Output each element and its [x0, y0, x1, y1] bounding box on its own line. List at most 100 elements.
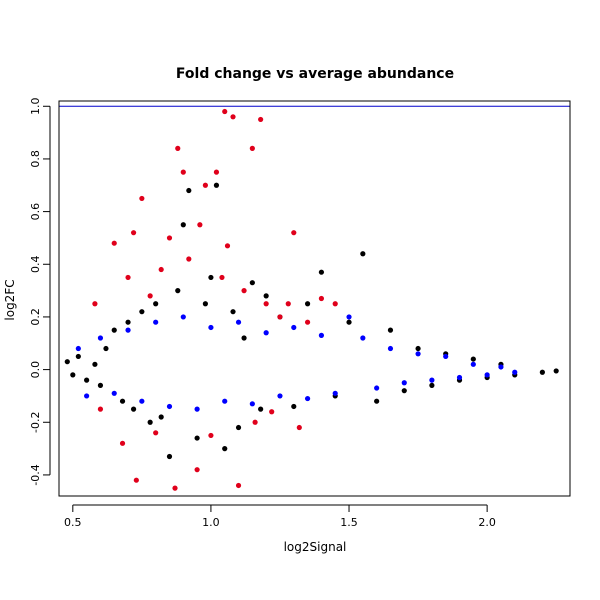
data-point	[258, 116, 264, 123]
data-point	[235, 482, 242, 489]
data-point	[553, 368, 559, 374]
x-tick-label: 1.0	[202, 516, 220, 529]
data-point	[235, 319, 242, 325]
data-point	[194, 435, 200, 441]
data-point	[180, 222, 186, 228]
data-point	[219, 274, 225, 281]
data-point	[194, 467, 200, 473]
data-point	[249, 401, 255, 407]
data-point	[291, 230, 297, 236]
data-point	[415, 345, 421, 352]
y-axis-label: log2FC	[3, 279, 17, 320]
y-tick-label: 0.6	[29, 203, 42, 221]
data-point	[401, 388, 407, 394]
data-point	[153, 319, 159, 325]
y-tick-label: -0.2	[29, 412, 42, 433]
data-point	[180, 314, 186, 320]
data-point	[230, 309, 236, 315]
data-point	[456, 374, 463, 381]
data-point	[92, 301, 98, 307]
data-point	[186, 187, 192, 194]
data-point	[291, 403, 297, 410]
data-point	[125, 274, 131, 281]
data-point	[443, 353, 449, 360]
data-point	[318, 295, 325, 302]
data-point	[249, 145, 255, 151]
data-point	[277, 393, 283, 399]
data-point	[263, 301, 269, 307]
data-point	[387, 327, 394, 333]
x-tick-label: 0.5	[64, 516, 82, 529]
data-point	[111, 390, 117, 396]
data-point	[103, 345, 109, 352]
data-point	[415, 351, 421, 357]
data-point	[153, 301, 159, 307]
data-point	[125, 319, 131, 325]
data-point	[230, 114, 236, 120]
data-point	[194, 406, 200, 412]
data-point	[224, 243, 231, 249]
data-point	[539, 369, 545, 375]
data-point	[208, 324, 214, 331]
data-point	[263, 330, 269, 336]
data-point	[139, 195, 145, 202]
y-tick-label: 0.8	[29, 150, 42, 168]
data-point	[332, 301, 338, 307]
x-tick-label: 2.0	[478, 516, 496, 529]
y-axis: -0.4 -0.2 0.0 0.2 0.4 0.6 0.8 1.0	[29, 98, 51, 486]
data-point	[64, 359, 70, 365]
y-tick-label: 0.4	[29, 256, 42, 274]
data-point	[97, 406, 104, 412]
data-point	[92, 361, 98, 367]
data-point	[213, 169, 220, 175]
data-point	[130, 406, 137, 412]
data-point	[269, 409, 275, 415]
data-point	[166, 403, 173, 410]
data-point	[119, 398, 126, 404]
data-point	[241, 288, 247, 294]
data-point	[125, 327, 131, 333]
data-point	[202, 301, 208, 307]
data-point	[119, 440, 126, 446]
data-point	[235, 424, 242, 431]
data-point	[97, 335, 104, 341]
data-point	[318, 332, 325, 338]
data-point	[175, 145, 181, 151]
data-point	[304, 319, 311, 325]
data-point	[252, 419, 258, 425]
data-point	[70, 372, 76, 378]
data-point	[429, 382, 435, 388]
data-point	[470, 361, 476, 367]
data-point	[484, 372, 490, 378]
data-point	[158, 414, 164, 420]
data-point	[197, 222, 203, 228]
data-point	[318, 269, 325, 275]
data-point	[166, 453, 173, 460]
data-point	[186, 256, 192, 262]
data-point	[139, 398, 145, 404]
x-axis-label: log2Signal	[284, 540, 347, 554]
data-point	[153, 430, 159, 436]
data-point	[346, 319, 352, 325]
data-point	[374, 398, 380, 404]
data-point	[249, 280, 255, 286]
data-point	[401, 380, 407, 386]
data-point	[147, 293, 153, 299]
data-point	[133, 477, 139, 483]
data-point	[263, 293, 269, 299]
data-point	[360, 251, 366, 257]
data-point	[285, 301, 291, 307]
data-point	[277, 314, 283, 320]
data-point	[84, 393, 90, 399]
data-point	[202, 182, 208, 188]
chart-title: Fold change vs average abundance	[176, 66, 454, 82]
data-point	[296, 424, 302, 431]
data-point	[166, 235, 173, 241]
x-axis: 0.5 1.0 1.5 2.0	[64, 504, 496, 529]
data-point	[470, 356, 476, 362]
data-point	[258, 406, 264, 412]
data-point	[213, 182, 220, 188]
y-tick-label: 0.2	[29, 308, 42, 326]
points-layer	[64, 108, 559, 491]
data-point	[498, 364, 504, 370]
